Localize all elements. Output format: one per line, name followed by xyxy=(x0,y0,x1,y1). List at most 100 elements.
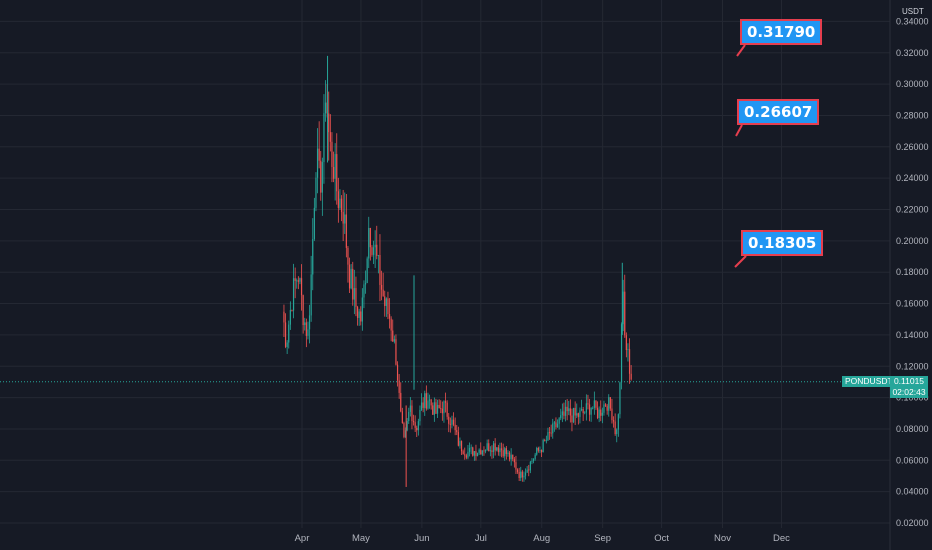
candle-body xyxy=(345,214,347,248)
x-tick-label: Apr xyxy=(295,533,310,544)
candle-body xyxy=(361,297,363,322)
y-tick-label: 0.12000 xyxy=(896,361,929,371)
candle-body xyxy=(619,382,621,415)
y-tick-label: 0.14000 xyxy=(896,330,929,340)
candle-body xyxy=(569,408,571,416)
candle-body xyxy=(620,324,623,383)
candle-body xyxy=(374,244,376,248)
candle-body xyxy=(441,408,443,414)
candle-body xyxy=(492,443,495,452)
candle-body xyxy=(307,329,309,336)
last-price-value: 0.11015 xyxy=(893,376,925,386)
candle-body xyxy=(416,427,418,431)
candle-body xyxy=(299,278,301,282)
candle-body xyxy=(358,311,360,318)
candle-body xyxy=(305,322,307,336)
candle-body xyxy=(360,311,362,322)
candle-body xyxy=(475,451,477,457)
candle-body xyxy=(457,432,459,446)
candle-body xyxy=(467,451,469,458)
candle-body xyxy=(555,422,557,428)
y-axis[interactable]: 0.020000.040000.060000.080000.100000.120… xyxy=(896,16,929,528)
x-tick-label: May xyxy=(352,533,370,544)
candle-body xyxy=(446,402,448,417)
candle-body xyxy=(304,322,306,326)
candle-body xyxy=(483,450,485,452)
candle-body xyxy=(297,280,299,282)
candle-body xyxy=(592,407,594,409)
candle-body xyxy=(430,399,432,406)
candle-body xyxy=(584,412,586,414)
candle-body xyxy=(288,324,290,343)
candle-body xyxy=(516,469,519,472)
candle-body xyxy=(494,443,496,451)
candle-body xyxy=(324,102,327,114)
candle-body xyxy=(414,422,416,428)
target-arrows xyxy=(734,44,747,268)
candle-body xyxy=(593,400,595,408)
candle-body xyxy=(488,443,490,452)
candle-body xyxy=(539,450,541,451)
candle-body xyxy=(296,280,298,282)
candle-body xyxy=(588,404,591,415)
candle-body xyxy=(476,452,479,457)
candle-body xyxy=(396,364,399,381)
candle-body xyxy=(294,278,296,281)
candle-body xyxy=(550,432,552,434)
x-tick-label: Jul xyxy=(475,533,487,544)
x-axis[interactable]: Apr May Jun Jul Aug Sep Oct Nov Dec xyxy=(295,533,791,544)
candle-body xyxy=(512,454,514,460)
y-tick-label: 0.06000 xyxy=(896,455,929,465)
candle-body xyxy=(460,441,463,452)
candle-body xyxy=(545,440,547,442)
candle-body xyxy=(630,373,632,380)
candle-body xyxy=(449,423,451,425)
candle-body xyxy=(406,421,408,431)
candle-body xyxy=(590,408,592,415)
candle-body xyxy=(300,278,303,296)
candle-body xyxy=(352,268,354,300)
candle-body xyxy=(310,274,312,316)
candle-body xyxy=(528,469,530,471)
grid-lines xyxy=(0,0,891,550)
candle-body xyxy=(438,404,440,409)
candle-body xyxy=(388,314,391,319)
candle-body xyxy=(504,448,506,457)
target-callout-3[interactable]: 0.18305 xyxy=(741,230,824,256)
candle-body xyxy=(284,322,287,347)
candle-body xyxy=(339,198,341,208)
candle-body xyxy=(537,447,539,451)
y-tick-label: 0.04000 xyxy=(896,487,929,497)
candle-body xyxy=(283,311,285,323)
candle-body xyxy=(560,415,562,419)
y-tick-label: 0.22000 xyxy=(896,205,929,215)
candle-body xyxy=(489,450,491,452)
candle-body xyxy=(502,450,504,457)
candle-body xyxy=(400,392,402,412)
candle-body xyxy=(496,447,498,451)
candle-body xyxy=(356,306,359,318)
candle-body xyxy=(577,413,579,417)
candle-body xyxy=(507,452,509,454)
candle-body xyxy=(529,461,531,471)
candle-body xyxy=(387,298,389,315)
candle-body xyxy=(566,406,568,412)
candle-body xyxy=(392,330,394,342)
candle-body xyxy=(601,412,603,416)
target-callout-1[interactable]: 0.31790 xyxy=(740,19,823,45)
candle-body xyxy=(292,278,295,311)
candle-body xyxy=(505,448,507,454)
candle-body xyxy=(408,411,410,422)
candle-body xyxy=(553,422,555,424)
y-tick-label: 0.08000 xyxy=(896,424,929,434)
candle-body xyxy=(318,148,320,161)
candle-body xyxy=(491,450,493,452)
target-callout-2[interactable]: 0.26607 xyxy=(737,99,820,125)
candle-body xyxy=(428,399,431,401)
candle-body xyxy=(624,291,626,336)
candle-body xyxy=(366,258,368,284)
candle-body xyxy=(336,154,338,192)
candle-body xyxy=(596,407,599,419)
candle-body xyxy=(579,410,581,417)
